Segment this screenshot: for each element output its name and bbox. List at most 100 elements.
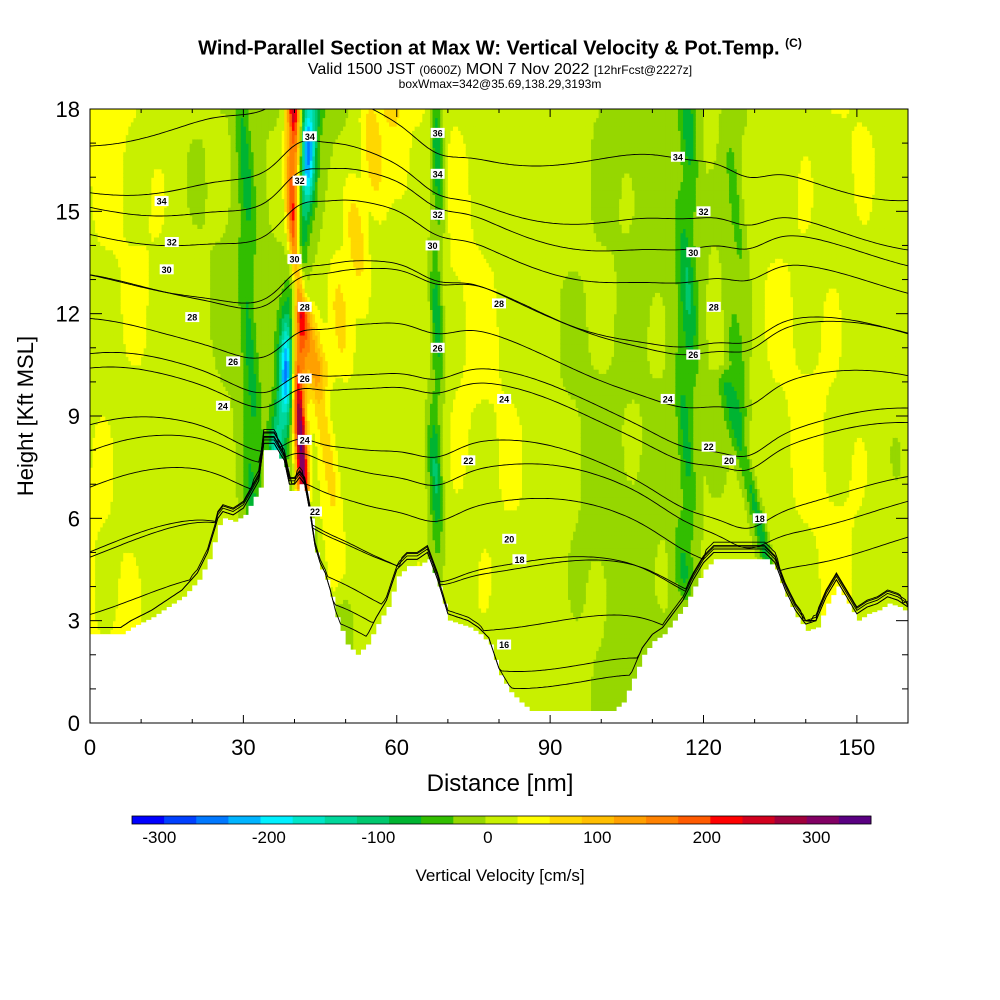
velocity-cell	[102, 373, 106, 379]
velocity-cell	[118, 305, 122, 310]
velocity-cell	[115, 616, 119, 622]
velocity-cell	[107, 526, 112, 532]
velocity-cell	[92, 130, 96, 136]
velocity-cell	[95, 560, 99, 566]
velocity-cell	[115, 283, 119, 289]
velocity-cell	[110, 607, 114, 613]
velocity-cell	[120, 390, 124, 396]
velocity-cell	[115, 556, 119, 562]
velocity-cell	[118, 211, 122, 217]
velocity-cell	[92, 283, 96, 289]
velocity-cell	[113, 437, 117, 443]
velocity-cell	[95, 130, 99, 136]
velocity-cell	[107, 586, 112, 592]
velocity-cell	[118, 620, 122, 626]
velocity-cell	[107, 505, 112, 511]
velocity-cell	[92, 185, 96, 191]
velocity-cell	[90, 620, 94, 626]
velocity-cell	[107, 253, 112, 259]
velocity-cell	[115, 377, 119, 383]
velocity-cell	[115, 548, 119, 554]
velocity-cell	[95, 258, 99, 264]
velocity-cell	[120, 620, 124, 626]
velocity-cell	[95, 629, 99, 635]
velocity-cell	[95, 330, 99, 336]
velocity-cell	[113, 450, 117, 455]
velocity-cell	[100, 352, 104, 357]
velocity-cell	[110, 224, 114, 229]
velocity-cell	[97, 411, 101, 417]
velocity-cell	[102, 381, 106, 387]
velocity-cell	[90, 535, 94, 541]
velocity-cell	[107, 343, 112, 349]
velocity-cell	[118, 356, 122, 362]
velocity-cell	[95, 194, 99, 200]
velocity-cell	[95, 215, 99, 221]
velocity-cell	[102, 565, 106, 571]
velocity-cell	[90, 629, 94, 635]
velocity-cell	[95, 599, 99, 605]
velocity-cell	[110, 347, 114, 353]
velocity-cell	[107, 518, 112, 524]
velocity-cell	[100, 437, 104, 443]
velocity-cell	[92, 219, 96, 225]
velocity-cell	[118, 501, 122, 507]
velocity-cell	[90, 607, 94, 613]
velocity-cell	[100, 595, 104, 600]
velocity-cell	[113, 138, 117, 144]
velocity-cell	[110, 509, 114, 515]
velocity-cell	[100, 151, 104, 157]
velocity-cell	[102, 629, 106, 635]
velocity-cell	[100, 215, 104, 221]
velocity-cell	[115, 334, 119, 340]
velocity-cell	[110, 296, 114, 302]
velocity-cell	[102, 462, 106, 468]
velocity-cell	[118, 109, 122, 114]
velocity-cell	[113, 497, 117, 502]
velocity-cell	[107, 471, 112, 477]
velocity-cell	[107, 403, 112, 409]
velocity-cell	[110, 275, 114, 281]
velocity-cell	[97, 288, 101, 293]
velocity-cell	[118, 522, 122, 528]
velocity-cell	[115, 266, 119, 272]
velocity-cell	[120, 539, 124, 545]
velocity-cell	[90, 190, 94, 195]
velocity-cell	[102, 526, 106, 532]
velocity-cell	[118, 219, 122, 225]
velocity-cell	[100, 317, 104, 323]
velocity-cell	[100, 441, 104, 447]
velocity-cell	[120, 258, 124, 264]
velocity-cell	[115, 134, 119, 140]
velocity-cell	[110, 569, 114, 575]
velocity-cell	[107, 202, 112, 208]
velocity-cell	[115, 190, 119, 195]
velocity-cell	[118, 599, 122, 605]
velocity-cell	[120, 599, 124, 605]
velocity-cell	[95, 322, 99, 328]
velocity-cell	[120, 194, 124, 200]
velocity-cell	[90, 381, 94, 387]
velocity-cell	[115, 322, 119, 328]
velocity-cell	[107, 164, 112, 170]
velocity-cell	[100, 326, 104, 332]
velocity-cell	[97, 305, 101, 310]
velocity-cell	[113, 390, 117, 396]
velocity-cell	[105, 433, 109, 438]
velocity-cell	[92, 249, 96, 255]
velocity-cell	[92, 462, 96, 468]
velocity-cell	[90, 271, 94, 276]
velocity-cell	[100, 309, 104, 315]
velocity-cell	[100, 560, 104, 566]
velocity-cell	[100, 373, 104, 379]
velocity-cell	[115, 462, 119, 468]
velocity-cell	[120, 296, 124, 302]
velocity-cell	[118, 266, 122, 272]
velocity-cell	[105, 241, 109, 247]
velocity-cell	[113, 211, 117, 217]
velocity-cell	[102, 271, 106, 276]
velocity-cell	[102, 433, 106, 438]
velocity-cell	[100, 134, 104, 140]
velocity-cell	[113, 479, 117, 485]
velocity-cell	[105, 172, 109, 178]
